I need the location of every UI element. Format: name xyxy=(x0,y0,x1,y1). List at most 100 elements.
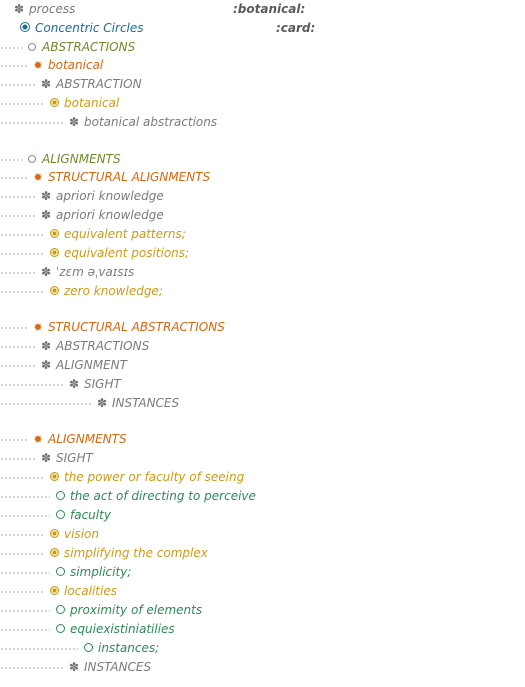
outline-item[interactable]: equivalent patterns; xyxy=(0,225,186,244)
open-circle-bullet-icon xyxy=(55,605,65,614)
outline-item[interactable]: ✽ ALIGNMENT xyxy=(0,356,127,375)
flower-bullet-icon: ✽ xyxy=(68,377,80,391)
indent-guide xyxy=(0,176,28,179)
outline-item[interactable]: localities xyxy=(0,582,117,601)
outline-item-label: INSTANCES xyxy=(112,396,180,410)
outline-item[interactable]: Concentric Circles xyxy=(18,19,144,38)
outline-item[interactable]: instances; xyxy=(0,639,159,658)
outline-item[interactable]: simplicity; xyxy=(0,563,131,582)
indent-guide xyxy=(0,383,64,386)
indent-guide xyxy=(0,46,22,49)
indent-guide xyxy=(0,290,44,293)
outline-item-label: ˈzɛm əˌvaɪsɪs xyxy=(56,265,135,279)
indent-guide xyxy=(0,345,36,348)
outline-item[interactable]: ✽ ˈzɛm əˌvaɪsɪs xyxy=(0,263,134,282)
outline-item-label: apriori knowledge xyxy=(56,189,164,203)
indent-guide xyxy=(0,533,44,536)
outline-item[interactable]: ABSTRACTIONS xyxy=(0,38,135,57)
outline-item[interactable]: ✽ INSTANCES xyxy=(0,658,151,677)
tag-card[interactable]: :card: xyxy=(276,21,316,35)
flower-bullet-icon: ✽ xyxy=(68,660,80,674)
indent-guide xyxy=(0,666,64,669)
outline-item[interactable]: ✽ SIGHT xyxy=(0,375,121,394)
outline-item-label: simplicity; xyxy=(70,565,132,579)
outline-item-label: STRUCTURAL ABSTRACTIONS xyxy=(48,320,225,334)
outline-item-label: SIGHT xyxy=(84,377,121,391)
filled-circle-bullet-icon xyxy=(49,472,59,481)
flower-bullet-icon: ✽ xyxy=(40,451,52,465)
outline-item-label: ALIGNMENT xyxy=(56,358,127,372)
indent-guide xyxy=(0,495,50,498)
filled-circle-bullet-icon xyxy=(49,286,59,295)
indent-guide xyxy=(0,326,28,329)
indent-guide xyxy=(0,214,36,217)
filled-circle-bullet-icon xyxy=(49,229,59,238)
filled-circle-bullet-icon xyxy=(49,529,59,538)
outline-item[interactable]: simplifying the complex xyxy=(0,544,208,563)
outline-item-label: the act of directing to perceive xyxy=(70,489,256,503)
filled-circle-bullet-icon xyxy=(49,548,59,557)
indent-guide xyxy=(0,590,44,593)
flower-bullet-icon: ✽ xyxy=(40,339,52,353)
open-circle-bullet-icon xyxy=(55,567,65,576)
open-circle-bullet-icon xyxy=(28,43,36,51)
indent-guide xyxy=(0,252,44,255)
outline-item[interactable]: ✸ ALIGNMENTS xyxy=(0,430,127,449)
outline-item[interactable]: the power or faculty of seeing xyxy=(0,468,244,487)
open-circle-bullet-icon xyxy=(55,491,65,500)
outline-item[interactable]: equiexistiniatilies xyxy=(0,620,175,639)
outline-item-label: botanical xyxy=(64,96,120,110)
outline-item[interactable]: faculty xyxy=(0,506,111,525)
open-circle-bullet-icon xyxy=(83,643,93,652)
outline-item[interactable]: ✽ botanical abstractions xyxy=(0,113,217,132)
outline-item[interactable]: ✽ INSTANCES xyxy=(0,394,179,413)
outline-item[interactable]: ✽ ABSTRACTION xyxy=(0,75,142,94)
outline-item[interactable]: ✸ botanical xyxy=(0,56,103,75)
outline-item[interactable]: ALIGNMENTS xyxy=(0,150,121,169)
flower-bullet-icon: ✽ xyxy=(40,265,52,279)
star-bullet-icon: ✸ xyxy=(33,433,43,446)
filled-circle-bullet-icon xyxy=(49,586,59,595)
outline-item[interactable]: botanical xyxy=(0,94,119,113)
outline-item-label: INSTANCES xyxy=(84,660,152,674)
outline-item-label: ALIGNMENTS xyxy=(48,432,127,446)
outline-item-label: faculty xyxy=(70,508,111,522)
outline-item[interactable]: vision xyxy=(0,525,99,544)
flower-bullet-icon: ✽ xyxy=(13,2,25,16)
indent-guide xyxy=(0,271,36,274)
outline-item[interactable]: equivalent positions; xyxy=(0,244,189,263)
outline-item[interactable]: ✽ apriori knowledge xyxy=(0,187,164,206)
outline-item[interactable]: ✽ apriori knowledge xyxy=(0,206,164,225)
indent-guide xyxy=(0,102,44,105)
tag-botanical[interactable]: :botanical: xyxy=(233,2,306,16)
outline-item-label: process xyxy=(29,2,76,16)
indent-guide xyxy=(0,158,22,161)
outline-item-label: STRUCTURAL ALIGNMENTS xyxy=(48,170,211,184)
outline-item[interactable]: ✸ STRUCTURAL ALIGNMENTS xyxy=(0,168,210,187)
indent-guide xyxy=(0,628,50,631)
outline-item[interactable]: ✽ ABSTRACTIONS xyxy=(0,337,149,356)
indent-guide xyxy=(0,457,36,460)
outline-item[interactable]: ✸ STRUCTURAL ABSTRACTIONS xyxy=(0,318,225,337)
filled-circle-bullet-icon xyxy=(49,248,59,257)
outline-item[interactable]: proximity of elements xyxy=(0,601,202,620)
indent-guide xyxy=(0,514,50,517)
star-bullet-icon: ✸ xyxy=(33,59,43,72)
outline-item-label: instances; xyxy=(98,641,160,655)
outline-item-label: zero knowledge; xyxy=(64,284,163,298)
indent-guide xyxy=(0,402,92,405)
outline-item[interactable]: zero knowledge; xyxy=(0,282,163,301)
indent-guide xyxy=(0,195,36,198)
outline-item[interactable]: the act of directing to perceive xyxy=(0,487,256,506)
indent-guide xyxy=(0,476,44,479)
outline-item[interactable]: ✽ SIGHT xyxy=(0,449,93,468)
outline-item-root[interactable]: ✽ process xyxy=(12,0,75,19)
indent-guide xyxy=(0,609,50,612)
outline-item-label: ALIGNMENTS xyxy=(42,152,121,166)
indent-guide xyxy=(0,64,28,67)
outline-item-label: ABSTRACTIONS xyxy=(42,40,136,54)
outline-item-label: Concentric Circles xyxy=(35,21,144,35)
outline-item-label: botanical xyxy=(48,58,104,72)
outline-item-label: the power or faculty of seeing xyxy=(64,470,245,484)
outline-item-label: botanical abstractions xyxy=(84,115,218,129)
